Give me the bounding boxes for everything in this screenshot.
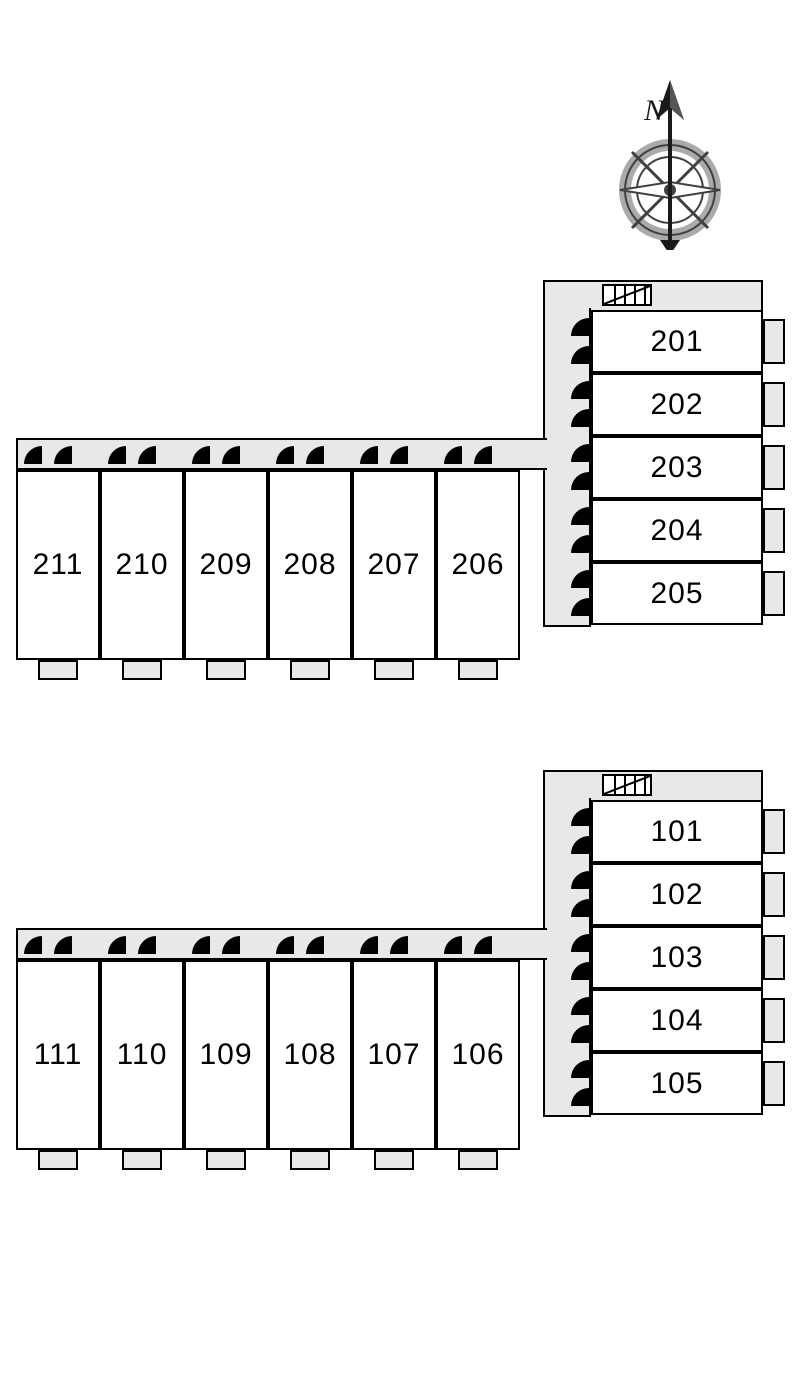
unit-209: 209 <box>184 470 268 660</box>
unit-label: 109 <box>199 1038 252 1072</box>
unit-label: 111 <box>34 1038 83 1072</box>
unit-206: 206 <box>436 470 520 660</box>
unit-label: 201 <box>650 325 703 359</box>
balcony <box>122 660 162 680</box>
unit-label: 204 <box>650 514 703 548</box>
balcony <box>374 1150 414 1170</box>
unit-label: 110 <box>117 1038 168 1072</box>
balcony <box>374 660 414 680</box>
balcony <box>763 508 785 553</box>
balcony <box>458 1150 498 1170</box>
unit-101: 101 <box>591 800 763 863</box>
unit-label: 207 <box>367 548 420 582</box>
hallway-top <box>543 280 763 310</box>
unit-label: 202 <box>650 388 703 422</box>
balcony <box>763 319 785 364</box>
unit-label: 101 <box>650 815 703 849</box>
unit-105: 105 <box>591 1052 763 1115</box>
balcony <box>763 998 785 1043</box>
unit-201: 201 <box>591 310 763 373</box>
unit-label: 105 <box>650 1067 703 1101</box>
balcony <box>206 660 246 680</box>
balcony <box>206 1150 246 1170</box>
stairs-icon <box>602 284 652 306</box>
wall-edge <box>518 960 520 1150</box>
balcony <box>290 1150 330 1170</box>
unit-label: 210 <box>115 548 168 582</box>
balcony <box>38 660 78 680</box>
unit-label: 102 <box>650 878 703 912</box>
balcony <box>763 445 785 490</box>
unit-106: 106 <box>436 960 520 1150</box>
stairs-icon <box>602 774 652 796</box>
unit-208: 208 <box>268 470 352 660</box>
unit-label: 208 <box>283 548 336 582</box>
balcony <box>122 1150 162 1170</box>
hallway-top <box>543 770 763 800</box>
compass-label: N <box>643 94 666 127</box>
unit-202: 202 <box>591 373 763 436</box>
wall-edge <box>518 470 520 660</box>
unit-204: 204 <box>591 499 763 562</box>
unit-102: 102 <box>591 863 763 926</box>
unit-111: 111 <box>16 960 100 1150</box>
unit-203: 203 <box>591 436 763 499</box>
unit-label: 205 <box>650 577 703 611</box>
unit-label: 107 <box>367 1038 420 1072</box>
unit-label: 104 <box>650 1004 703 1038</box>
unit-109: 109 <box>184 960 268 1150</box>
unit-210: 210 <box>100 470 184 660</box>
unit-label: 206 <box>451 548 504 582</box>
unit-label: 106 <box>451 1038 504 1072</box>
unit-207: 207 <box>352 470 436 660</box>
unit-label: 211 <box>33 548 84 582</box>
balcony <box>763 872 785 917</box>
balcony <box>763 935 785 980</box>
balcony <box>763 571 785 616</box>
hallway-connector <box>541 438 547 470</box>
unit-label: 203 <box>650 451 703 485</box>
unit-label: 108 <box>283 1038 336 1072</box>
hallway-connector <box>541 928 547 960</box>
unit-103: 103 <box>591 926 763 989</box>
balcony <box>458 660 498 680</box>
unit-107: 107 <box>352 960 436 1150</box>
unit-205: 205 <box>591 562 763 625</box>
balcony <box>763 382 785 427</box>
compass: N <box>610 80 730 250</box>
balcony <box>290 660 330 680</box>
unit-108: 108 <box>268 960 352 1150</box>
unit-211: 211 <box>16 470 100 660</box>
unit-label: 209 <box>199 548 252 582</box>
unit-104: 104 <box>591 989 763 1052</box>
balcony <box>763 1061 785 1106</box>
unit-label: 103 <box>650 941 703 975</box>
balcony <box>763 809 785 854</box>
balcony <box>38 1150 78 1170</box>
unit-110: 110 <box>100 960 184 1150</box>
